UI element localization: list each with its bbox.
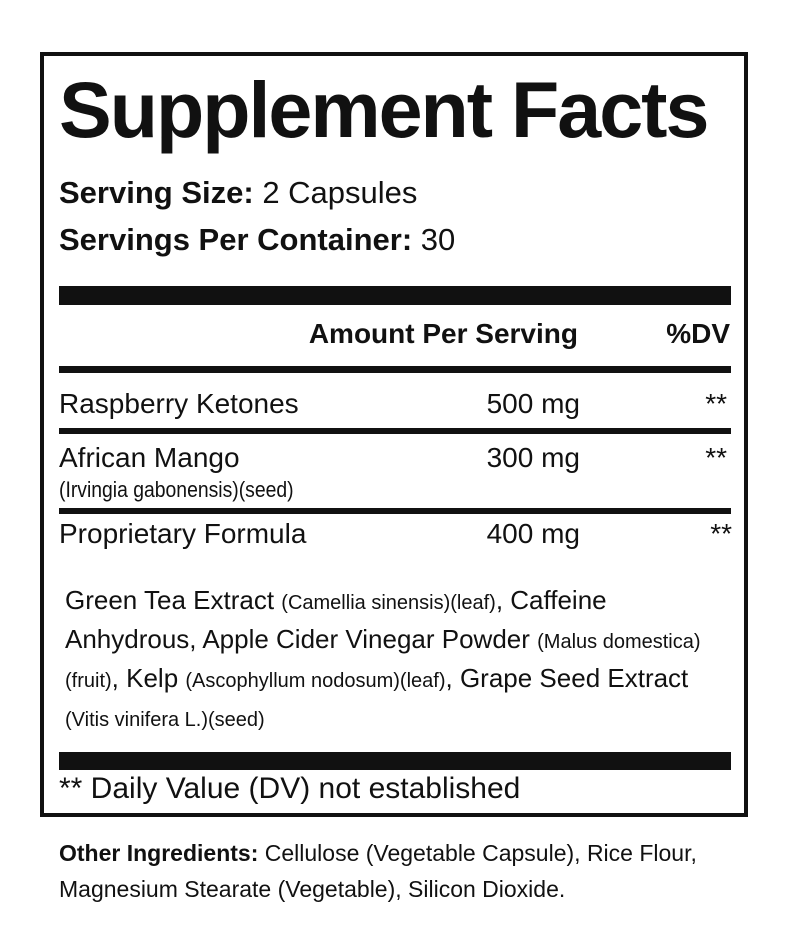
ingredient-name: Proprietary Formula [59,518,307,549]
other-ingredients: Other Ingredients: Cellulose (Vegetable … [59,835,779,907]
servings-per-container-label: Servings Per Container: [59,222,413,257]
supplement-facts-panel [40,52,748,817]
ingredient-amount: 300 mg [486,442,580,473]
dv-footnote: ** Daily Value (DV) not established [59,772,521,805]
thick-divider [59,752,731,770]
divider [59,428,731,434]
ingredient-amount: 500 mg [486,388,580,419]
other-ingredients-value: Cellulose (Vegetable Capsule), Rice Flou… [59,840,697,902]
thick-divider [59,286,731,305]
panel-title: Supplement Facts [59,65,709,154]
serving-size: Serving Size: 2 Capsules [59,177,417,208]
ingredient-name: Raspberry Ketones [59,388,299,419]
ingredient-name: African Mango [59,442,240,473]
amount-per-serving-header: Amount Per Serving [308,318,578,349]
serving-size-value: 2 Capsules [262,175,418,210]
ingredient-dv: ** [710,518,732,549]
serving-size-label: Serving Size: [59,175,254,210]
servings-per-container: Servings Per Container: 30 [59,224,455,255]
ingredient-subtext: (Irvingia gabonensis)(seed) [59,477,326,503]
ingredient-amount: 400 mg [486,518,580,549]
dv-header: %DV [666,318,730,349]
servings-per-container-value: 30 [420,222,456,257]
ingredient-dv: ** [705,388,727,419]
divider [59,508,731,514]
other-ingredients-label: Other Ingredients: [59,840,259,866]
divider [59,366,731,373]
blend-ingredients: Green Tea Extract (Camellia sinensis)(le… [65,585,701,731]
ingredient-latin-name: (Irvingia gabonensis)(seed) [59,477,294,502]
ingredient-dv: ** [705,442,727,473]
